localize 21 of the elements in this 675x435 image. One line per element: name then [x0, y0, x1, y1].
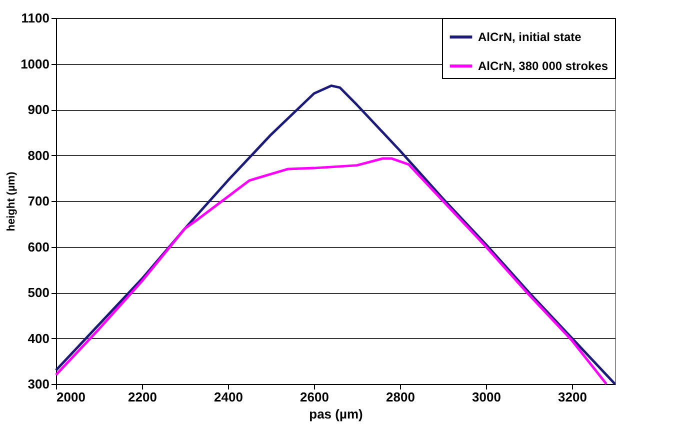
x-tick-label: 2600 — [300, 390, 329, 404]
x-tick-label: 3000 — [472, 390, 501, 404]
x-tick-label: 2000 — [56, 390, 86, 404]
legend-label: AlCrN, initial state — [478, 30, 582, 44]
x-axis-title: pas (µm) — [309, 406, 363, 422]
y-tick-label: 800 — [28, 148, 50, 163]
y-tick-label: 700 — [28, 194, 50, 208]
y-axis-title: height (µm) — [6, 171, 18, 232]
y-tick-label: 1100 — [21, 10, 50, 26]
y-tick-label: 900 — [28, 102, 50, 117]
y-tick-label: 500 — [28, 285, 50, 300]
y-tick-label: 600 — [28, 239, 50, 254]
x-tick-label: 2200 — [128, 390, 157, 404]
x-tick-label: 2800 — [386, 390, 415, 404]
y-tick-label: 400 — [28, 330, 50, 346]
y-tick-label: 300 — [28, 376, 50, 392]
x-tick-label: 2400 — [214, 390, 243, 404]
x-tick-label: 3200 — [558, 390, 587, 404]
line-series — [54, 157, 608, 386]
y-tick-label: 1000 — [20, 56, 50, 72]
legend-label: AlCrN, 380 000 strokes — [478, 59, 608, 73]
